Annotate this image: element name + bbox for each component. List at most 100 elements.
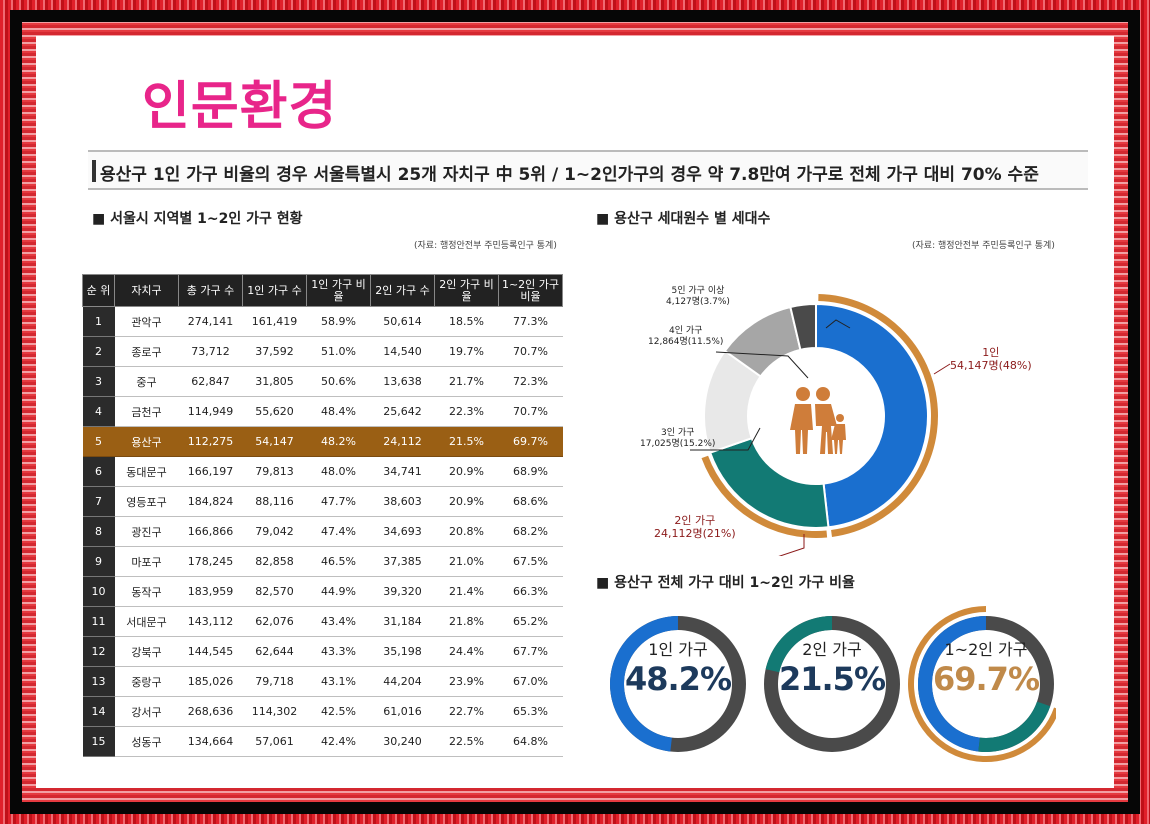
table-cell: 20.9% bbox=[434, 486, 499, 517]
table-cell: 21.4% bbox=[434, 576, 499, 607]
table-cell: 9 bbox=[82, 546, 115, 577]
ring-2person-text: 2인 가구 21.5% bbox=[778, 640, 886, 698]
donut-source: (자료: 행정안전부 주민등록인구 통계) bbox=[912, 241, 1055, 251]
table-cell: 동대문구 bbox=[114, 456, 179, 487]
table-cell: 4 bbox=[82, 396, 115, 427]
table-cell: 14,540 bbox=[370, 336, 435, 367]
table-cell: 134,664 bbox=[178, 726, 243, 757]
table-cell: 166,866 bbox=[178, 516, 243, 547]
table-cell: 21.0% bbox=[434, 546, 499, 577]
table-cell: 성동구 bbox=[114, 726, 179, 757]
table-cell: 55,620 bbox=[242, 396, 307, 427]
table-cell: 68.9% bbox=[498, 456, 563, 487]
table-cell: 18.5% bbox=[434, 306, 499, 337]
donut-slice-4 bbox=[789, 302, 817, 352]
table-cell: 6 bbox=[82, 456, 115, 487]
table-cell: 25,642 bbox=[370, 396, 435, 427]
table-cell: 3 bbox=[82, 366, 115, 397]
table-row: 3 중구 62,847 31,805 50.6% 13,638 21.7% 72.3% bbox=[82, 366, 563, 397]
table-cell: 73,712 bbox=[178, 336, 243, 367]
ratio-rings bbox=[609, 606, 1056, 762]
table-cell: 66.3% bbox=[498, 576, 563, 607]
table-row: 13 중랑구 185,026 79,718 43.1% 44,204 23.9% 67.0% bbox=[82, 666, 563, 697]
table-cell: 용산구 bbox=[114, 426, 179, 457]
table-cell: 23.9% bbox=[434, 666, 499, 697]
table-header-cell: 순 위 bbox=[82, 274, 115, 307]
table-cell: 마포구 bbox=[114, 546, 179, 577]
table-cell: 13 bbox=[82, 666, 115, 697]
table-cell: 69.7% bbox=[498, 426, 563, 457]
table-cell: 72.3% bbox=[498, 366, 563, 397]
table-cell: 82,570 bbox=[242, 576, 307, 607]
table-row: 9 마포구 178,245 82,858 46.5% 37,385 21.0% 67.5% bbox=[82, 546, 563, 577]
table-header-row: 순 위 자치구 총 가구 수 1인 가구 수 1인 가구 비율 2인 가구 수 2인 가구 … bbox=[82, 274, 563, 307]
page-title: 인문환경 bbox=[142, 77, 338, 137]
label-5person: 5인 가구 이상 4,127명(3.7%) bbox=[666, 286, 730, 307]
table-cell: 166,197 bbox=[178, 456, 243, 487]
table-cell: 1 bbox=[82, 306, 115, 337]
table-cell: 37,592 bbox=[242, 336, 307, 367]
table-cell: 영등포구 bbox=[114, 486, 179, 517]
table-cell: 34,693 bbox=[370, 516, 435, 547]
table-header-cell: 2인 가구 비율 bbox=[434, 274, 499, 307]
table-cell: 43.3% bbox=[306, 636, 371, 667]
table-cell: 21.8% bbox=[434, 606, 499, 637]
table-cell: 10 bbox=[82, 576, 115, 607]
table-cell: 43.4% bbox=[306, 606, 371, 637]
table-cell: 50.6% bbox=[306, 366, 371, 397]
table-cell: 강북구 bbox=[114, 636, 179, 667]
family-icon bbox=[790, 387, 846, 454]
table-row: 15 성동구 134,664 57,061 42.4% 30,240 22.5% 64.8% bbox=[82, 726, 563, 757]
table-cell: 47.7% bbox=[306, 486, 371, 517]
table-cell: 184,824 bbox=[178, 486, 243, 517]
table-cell: 30,240 bbox=[370, 726, 435, 757]
table-cell: 20.8% bbox=[434, 516, 499, 547]
table-cell: 12 bbox=[82, 636, 115, 667]
table-header-cell: 1~2인 가구 비율 bbox=[498, 274, 563, 307]
table-cell: 70.7% bbox=[498, 396, 563, 427]
table-row: 12 강북구 144,545 62,644 43.3% 35,198 24.4% 67.7% bbox=[82, 636, 563, 667]
table-row: 4 금천구 114,949 55,620 48.4% 25,642 22.3% 70.7% bbox=[82, 396, 563, 427]
table-cell: 268,636 bbox=[178, 696, 243, 727]
table-cell: 185,026 bbox=[178, 666, 243, 697]
table-cell: 48.0% bbox=[306, 456, 371, 487]
ring-fill-2a bbox=[918, 616, 986, 752]
table-cell: 58.9% bbox=[306, 306, 371, 337]
table-cell: 서대문구 bbox=[114, 606, 179, 637]
table-header-cell: 총 가구 수 bbox=[178, 274, 243, 307]
table-cell: 24,112 bbox=[370, 426, 435, 457]
table-cell: 67.5% bbox=[498, 546, 563, 577]
table-cell: 13,638 bbox=[370, 366, 435, 397]
table-cell: 88,116 bbox=[242, 486, 307, 517]
table-header-cell: 1인 가구 수 bbox=[242, 274, 307, 307]
table-cell: 161,419 bbox=[242, 306, 307, 337]
table-cell: 38,603 bbox=[370, 486, 435, 517]
table-cell: 31,184 bbox=[370, 606, 435, 637]
table-cell: 37,385 bbox=[370, 546, 435, 577]
table-cell: 79,042 bbox=[242, 516, 307, 547]
table-cell: 20.9% bbox=[434, 456, 499, 487]
headline-text: 용산구 1인 가구 비율의 경우 서울특별시 25개 자치구 中 5위 / 1~… bbox=[100, 165, 1039, 185]
table-cell: 금천구 bbox=[114, 396, 179, 427]
table-cell: 44,204 bbox=[370, 666, 435, 697]
table-cell: 5 bbox=[82, 426, 115, 457]
table-cell: 강서구 bbox=[114, 696, 179, 727]
table-cell: 중구 bbox=[114, 366, 179, 397]
table-cell: 42.4% bbox=[306, 726, 371, 757]
table-cell: 62,644 bbox=[242, 636, 307, 667]
table-cell: 178,245 bbox=[178, 546, 243, 577]
table-cell: 35,198 bbox=[370, 636, 435, 667]
table-row: 10 동작구 183,959 82,570 44.9% 39,320 21.4% 66.3% bbox=[82, 576, 563, 607]
label-2person: 2인 가구 24,112명(21%) bbox=[654, 514, 736, 540]
table-row: 1 관악구 274,141 161,419 58.9% 50,614 18.5% 77.3% bbox=[82, 306, 563, 337]
table-cell: 54,147 bbox=[242, 426, 307, 457]
table-cell: 68.6% bbox=[498, 486, 563, 517]
table-body: 1 관악구 274,141 161,419 58.9% 50,614 18.5% 77.3% 2… bbox=[82, 306, 563, 757]
donut-section-title: ■ 용산구 세대원수 별 세대수 bbox=[596, 211, 771, 227]
ring-fill-1 bbox=[765, 616, 832, 673]
table-cell: 65.3% bbox=[498, 696, 563, 727]
table-cell: 65.2% bbox=[498, 606, 563, 637]
district-table: 순 위 자치구 총 가구 수 1인 가구 수 1인 가구 비율 2인 가구 수 2인 가구 … bbox=[82, 274, 563, 757]
table-cell: 동작구 bbox=[114, 576, 179, 607]
table-cell: 79,813 bbox=[242, 456, 307, 487]
